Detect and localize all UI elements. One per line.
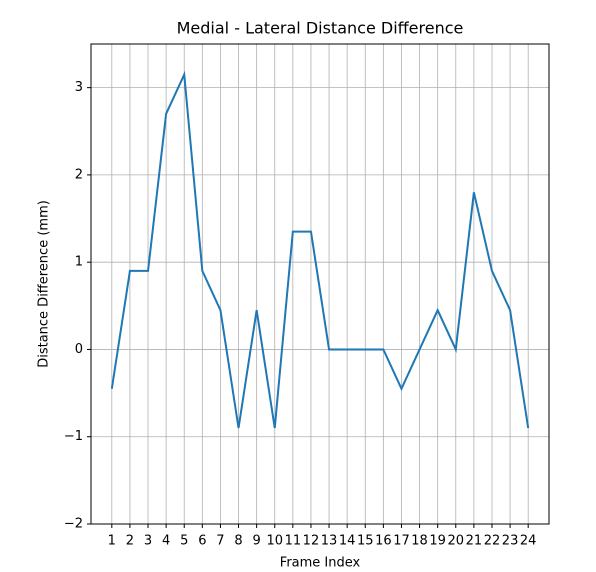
x-tick-label: 18 bbox=[411, 534, 428, 549]
x-tick-label: 6 bbox=[198, 534, 206, 549]
data-line bbox=[110, 70, 530, 429]
x-tick-label: 11 bbox=[285, 534, 302, 549]
y-tick-label: 0 bbox=[75, 342, 83, 357]
x-tick-label: 2 bbox=[126, 534, 134, 549]
x-axis-label: Frame Index bbox=[280, 556, 361, 571]
x-tick-label: 5 bbox=[180, 534, 188, 549]
x-tick-label: 8 bbox=[234, 534, 242, 549]
x-tick-label: 15 bbox=[357, 534, 374, 549]
y-axis-label: Distance Difference (mm) bbox=[37, 200, 52, 368]
x-tick-label: 16 bbox=[375, 534, 392, 549]
plot-frame bbox=[90, 43, 550, 525]
x-tick-label: 13 bbox=[321, 534, 338, 549]
x-tick-label: 10 bbox=[266, 534, 283, 549]
x-tick-label: 21 bbox=[466, 534, 483, 549]
y-tick-label: 3 bbox=[75, 80, 83, 95]
x-tick-label: 7 bbox=[216, 534, 224, 549]
x-tick-label: 22 bbox=[484, 534, 501, 549]
x-tick-label: 19 bbox=[429, 534, 446, 549]
x-tick-label: 9 bbox=[252, 534, 260, 549]
y-tick-label: 1 bbox=[75, 255, 83, 270]
x-tick-label: 12 bbox=[303, 534, 320, 549]
x-tick-label: 14 bbox=[339, 534, 356, 549]
x-tick-label: 24 bbox=[520, 534, 537, 549]
y-tick-label: −1 bbox=[64, 429, 83, 444]
x-tick-label: 20 bbox=[447, 534, 464, 549]
x-tick-label: 4 bbox=[162, 534, 170, 549]
chart-title: Medial - Lateral Distance Difference bbox=[177, 19, 464, 38]
y-tick-label: −2 bbox=[64, 517, 83, 532]
y-tick-label: 2 bbox=[75, 167, 83, 182]
x-tick-label: 3 bbox=[144, 534, 152, 549]
x-tick-label: 17 bbox=[393, 534, 410, 549]
x-tick-label: 23 bbox=[502, 534, 519, 549]
x-tick-label: 1 bbox=[108, 534, 116, 549]
